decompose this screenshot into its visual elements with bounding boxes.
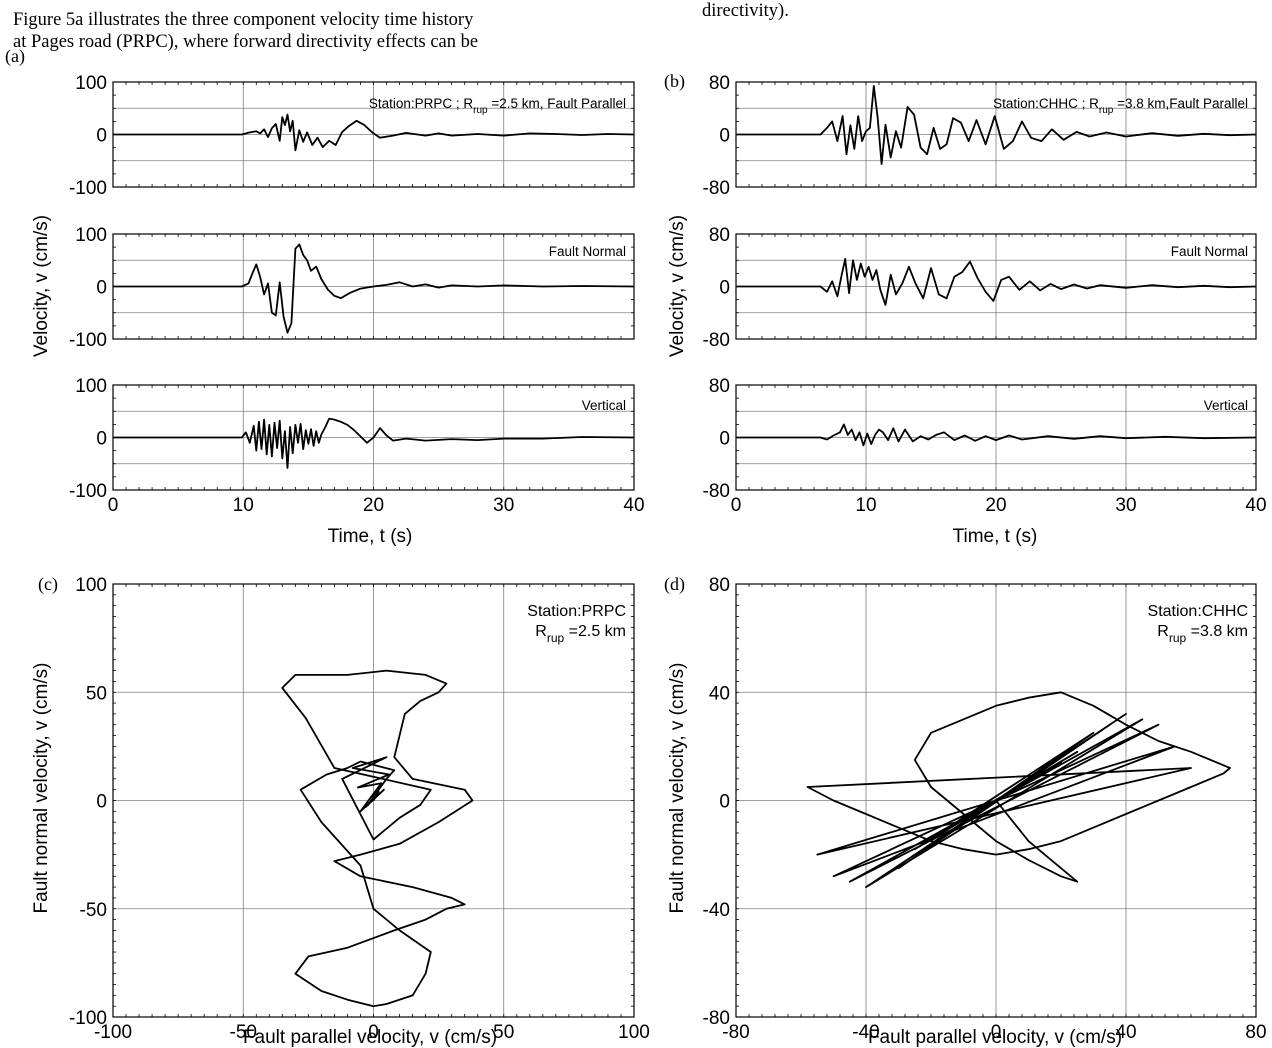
x-tick-label: 10 — [233, 495, 254, 516]
body-text-right-line: directivity). — [702, 1, 789, 21]
y-tick-label: -50 — [80, 900, 107, 921]
y-tick-label: -80 — [703, 330, 730, 351]
ylabel-fault-normal-c: Fault normal velocity, v (cm/s) — [31, 663, 52, 914]
annotation-d-station: Station:CHHC — [1148, 603, 1248, 620]
y-tick-label: -40 — [703, 900, 730, 921]
x-tick-label: 40 — [1245, 495, 1266, 516]
series-line-b3-0 — [736, 423, 1257, 447]
panel-a2: -100 0 100 — [69, 225, 635, 351]
series-line-d-0 — [806, 691, 1231, 888]
xlabel-fault-parallel-d: Fault parallel velocity, v (cm/s) — [868, 1027, 1122, 1048]
y-tick-label: 80 — [709, 575, 730, 596]
series-line-c-0 — [281, 669, 474, 1008]
body-text-line-1: Figure 5a illustrates the three componen… — [13, 10, 474, 30]
x-tick-label: 50 — [493, 1022, 514, 1043]
y-tick-label: 0 — [96, 429, 107, 450]
panel-b1: -80 0 80 — [703, 73, 1257, 199]
annotation-b-fault-normal: Fault Normal — [1171, 244, 1248, 259]
x-tick-label: 0 — [108, 495, 119, 516]
y-tick-label: -80 — [703, 1008, 730, 1029]
y-tick-label: 80 — [709, 73, 730, 94]
plot-frame-a2 — [112, 233, 635, 340]
y-tick-label: -100 — [69, 178, 107, 199]
annotation-d-rrup: Rrup =3.8 km — [1157, 623, 1248, 645]
x-tick-label: 30 — [1115, 495, 1136, 516]
x-tick-label: 0 — [731, 495, 742, 516]
plot-frame-b2 — [735, 233, 1257, 340]
annotation-a-fault-normal: Fault Normal — [549, 244, 626, 259]
y-tick-label: -80 — [703, 178, 730, 199]
panel-d: -80 -40 0 40 80 -80 -40 0 40 80 — [703, 575, 1267, 1043]
x-tick-label: 30 — [493, 495, 514, 516]
series-line-a2-0 — [113, 243, 635, 334]
panel-a1: -100 0 100 — [69, 73, 635, 199]
y-tick-label: -100 — [69, 330, 107, 351]
plot-frame-c — [112, 583, 635, 1018]
ylabel-velocity-b: Velocity, v (cm/s) — [667, 215, 688, 357]
y-tick-label: 0 — [96, 792, 107, 813]
series-line-b1-0 — [736, 85, 1257, 165]
x-tick-label: 40 — [623, 495, 644, 516]
annotation-c-station: Station:PRPC — [527, 603, 626, 620]
annotation-a-vertical: Vertical — [582, 398, 626, 413]
annotation-a-top: Station:PRPC ; Rrup =2.5 km, Fault Paral… — [369, 96, 626, 116]
x-tick-label: 10 — [855, 495, 876, 516]
annotation-c-rrup: Rrup =2.5 km — [535, 623, 626, 645]
y-tick-label: 100 — [75, 575, 107, 596]
x-tick-label: -40 — [852, 1022, 879, 1043]
body-text-line-2: at Pages road (PRPC), where forward dire… — [13, 32, 479, 52]
xlabel-time-b: Time, t (s) — [953, 526, 1038, 547]
x-tick-label: 100 — [618, 1022, 650, 1043]
y-tick-label: 40 — [709, 683, 730, 704]
panel-letter-b: (b) — [664, 71, 685, 92]
y-tick-label: 0 — [96, 126, 107, 147]
xlabel-time-a: Time, t (s) — [328, 526, 413, 547]
series-line-a1-0 — [113, 113, 635, 152]
plot-frame-b1 — [735, 81, 1257, 188]
y-tick-label: 0 — [719, 792, 730, 813]
panel-letter-c: (c) — [38, 574, 58, 595]
panel-letter-d: (d) — [664, 574, 685, 595]
y-tick-label: -100 — [69, 1008, 107, 1029]
panel-b2: -80 0 80 — [703, 225, 1257, 351]
series-line-b2-0 — [736, 257, 1257, 306]
x-tick-label: 0 — [991, 1022, 1002, 1043]
x-tick-label: -50 — [230, 1022, 257, 1043]
y-tick-label: 0 — [719, 429, 730, 450]
x-tick-label: 20 — [363, 495, 384, 516]
x-tick-label: 0 — [368, 1022, 379, 1043]
y-tick-label: 0 — [96, 278, 107, 299]
x-tick-label: 80 — [1245, 1022, 1266, 1043]
panel-c: -100 -50 0 50 100 -100 -50 0 50 100 — [69, 575, 650, 1043]
annotation-b-vertical: Vertical — [1204, 398, 1248, 413]
plot-frame-b3 — [735, 384, 1257, 491]
y-tick-label: 50 — [86, 683, 107, 704]
ylabel-velocity-a: Velocity, v (cm/s) — [31, 215, 52, 357]
plot-frame-a1 — [112, 81, 635, 188]
plot-frame-d — [735, 583, 1257, 1018]
y-tick-label: 0 — [719, 278, 730, 299]
x-tick-label: 40 — [1115, 1022, 1136, 1043]
y-tick-label: 100 — [75, 376, 107, 397]
y-tick-label: 0 — [719, 126, 730, 147]
y-tick-label: -100 — [69, 481, 107, 502]
annotation-b-top: Station:CHHC ; Rrup =3.8 km,Fault Parall… — [993, 96, 1248, 116]
y-tick-label: 100 — [75, 73, 107, 94]
plot-frame-a3 — [112, 384, 635, 491]
x-tick-label: 20 — [985, 495, 1006, 516]
series-line-a3-0 — [113, 417, 635, 469]
x-tick-label: -100 — [94, 1022, 132, 1043]
y-tick-label: -80 — [703, 481, 730, 502]
x-tick-label: -80 — [722, 1022, 749, 1043]
panel-letter-a: (a) — [5, 46, 25, 67]
y-tick-label: 80 — [709, 225, 730, 246]
y-tick-label: 80 — [709, 376, 730, 397]
ylabel-fault-normal-d: Fault normal velocity, v (cm/s) — [667, 663, 688, 914]
y-tick-label: 100 — [75, 225, 107, 246]
xlabel-fault-parallel-c: Fault parallel velocity, v (cm/s) — [243, 1027, 497, 1048]
